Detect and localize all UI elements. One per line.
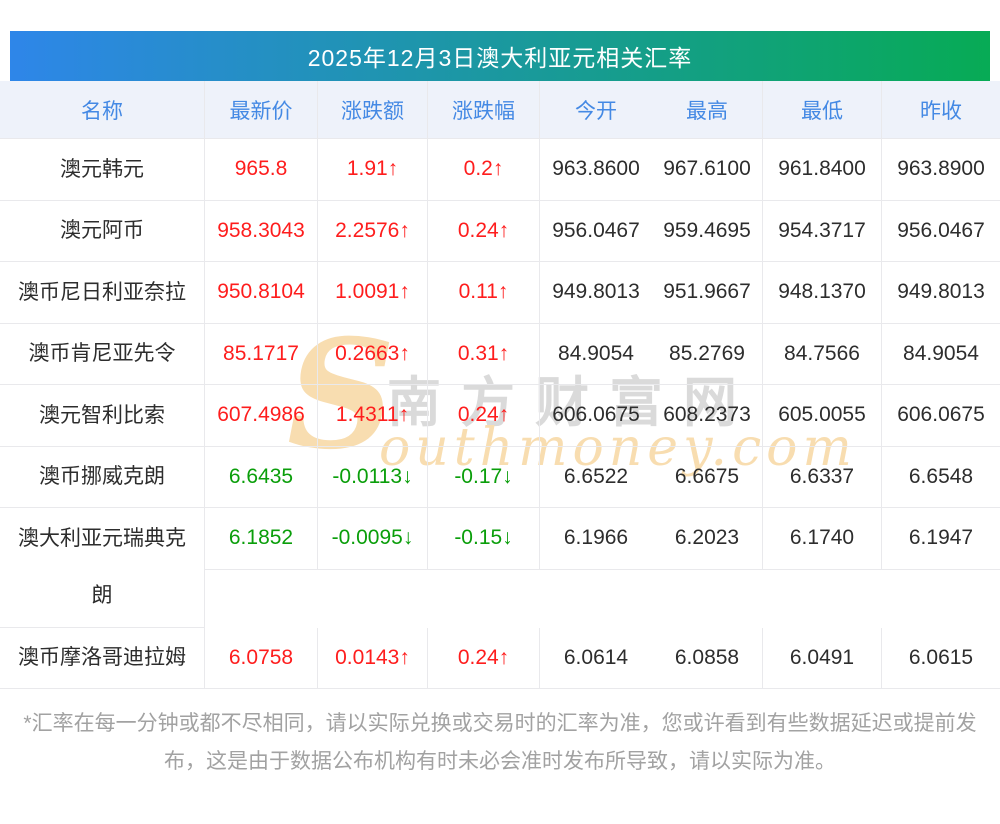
cell-prev-close: 6.1947 (882, 508, 1000, 570)
column-header-low: 最低 (763, 81, 882, 139)
cell-last: 950.8104 (205, 262, 318, 324)
cell-name: 澳大利亚元瑞典克朗 (0, 508, 205, 628)
cell-pct: 0.11↑ (428, 262, 540, 324)
table-title: 2025年12月3日澳大利亚元相关汇率 (307, 45, 693, 71)
cell-low: 961.8400 (763, 139, 882, 201)
cell-open: 606.0675 (540, 385, 652, 447)
cell-last: 965.8 (205, 139, 318, 201)
cell-last: 6.0758 (205, 627, 318, 689)
column-header-high: 最高 (652, 81, 763, 139)
cell-high: 959.4695 (652, 200, 763, 262)
cell-name: 澳元智利比索 (0, 385, 205, 447)
cell-open: 6.6522 (540, 447, 652, 508)
cell-name: 澳元阿币 (0, 200, 205, 262)
cell-open: 956.0467 (540, 201, 652, 262)
column-header-prev-close: 昨收 (882, 81, 1000, 139)
cell-high: 6.6675 (652, 446, 763, 508)
cell-change: 1.4311↑ (318, 385, 428, 447)
cell-open: 949.8013 (540, 262, 652, 324)
cell-high: 967.6100 (652, 139, 763, 201)
cell-change: -0.0095↓ (318, 508, 428, 570)
cell-prev-close: 84.9054 (882, 324, 1000, 385)
column-header-change: 涨跌额 (318, 81, 428, 139)
column-header-pct: 涨跌幅 (428, 81, 540, 139)
cell-low: 948.1370 (763, 262, 882, 324)
cell-low: 605.0055 (763, 385, 882, 447)
cell-prev-close: 606.0675 (882, 385, 1000, 447)
cell-pct: -0.17↓ (428, 446, 540, 508)
cell-low: 6.6337 (763, 446, 882, 508)
cell-pct: 0.24↑ (428, 385, 540, 447)
cell-open: 6.0614 (540, 628, 652, 689)
cell-low: 954.3717 (763, 200, 882, 262)
cell-change: 0.0143↑ (318, 627, 428, 689)
cell-pct: 0.2↑ (428, 139, 540, 201)
cell-change: -0.0113↓ (318, 446, 428, 508)
cell-name: 澳币肯尼亚先令 (0, 323, 205, 385)
cell-high: 85.2769 (652, 323, 763, 385)
cell-pct: 0.24↑ (428, 200, 540, 262)
cell-prev-close: 6.6548 (882, 447, 1000, 508)
cell-name: 澳币摩洛哥迪拉姆 (0, 627, 205, 689)
cell-last: 607.4986 (205, 385, 318, 447)
cell-change: 1.0091↑ (318, 262, 428, 324)
cell-high: 608.2373 (652, 385, 763, 447)
cell-change: 1.91↑ (318, 139, 428, 201)
cell-open: 963.8600 (540, 139, 652, 201)
cell-prev-close: 956.0467 (882, 201, 1000, 262)
cell-low: 6.1740 (763, 508, 882, 570)
cell-name: 澳元韩元 (0, 139, 205, 201)
cell-last: 85.1717 (205, 323, 318, 385)
cell-low: 84.7566 (763, 323, 882, 385)
cell-change: 0.2663↑ (318, 323, 428, 385)
row-spacer (205, 570, 1000, 628)
cell-low: 6.0491 (763, 627, 882, 689)
cell-last: 6.1852 (205, 508, 318, 570)
cell-high: 6.2023 (652, 508, 763, 570)
cell-change: 2.2576↑ (318, 200, 428, 262)
cell-high: 951.9667 (652, 262, 763, 324)
disclaimer-note: *汇率在每一分钟或都不尽相同，请以实际兑换或交易时的汇率为准，您或许看到有些数据… (23, 712, 977, 773)
cell-open: 6.1966 (540, 508, 652, 570)
cell-pct: -0.15↓ (428, 508, 540, 570)
cell-last: 6.6435 (205, 446, 318, 508)
cell-high: 6.0858 (652, 627, 763, 689)
cell-prev-close: 949.8013 (882, 262, 1000, 324)
cell-pct: 0.31↑ (428, 323, 540, 385)
cell-name: 澳币尼日利亚奈拉 (0, 262, 205, 324)
cell-open: 84.9054 (540, 324, 652, 385)
cell-last: 958.3043 (205, 200, 318, 262)
cell-prev-close: 963.8900 (882, 139, 1000, 201)
column-header-last: 最新价 (205, 81, 318, 139)
table-title-bar: 2025年12月3日澳大利亚元相关汇率 (10, 31, 990, 81)
column-header-name: 名称 (0, 81, 205, 139)
column-header-open: 今开 (540, 81, 652, 139)
cell-pct: 0.24↑ (428, 627, 540, 689)
cell-name: 澳币挪威克朗 (0, 446, 205, 508)
cell-prev-close: 6.0615 (882, 628, 1000, 689)
exchange-rate-table: 名称 最新价 涨跌额 涨跌幅 今开 最高 最低 昨收 澳元韩元 965.8 1.91↑ 0.2↑ 963… (0, 81, 1000, 689)
